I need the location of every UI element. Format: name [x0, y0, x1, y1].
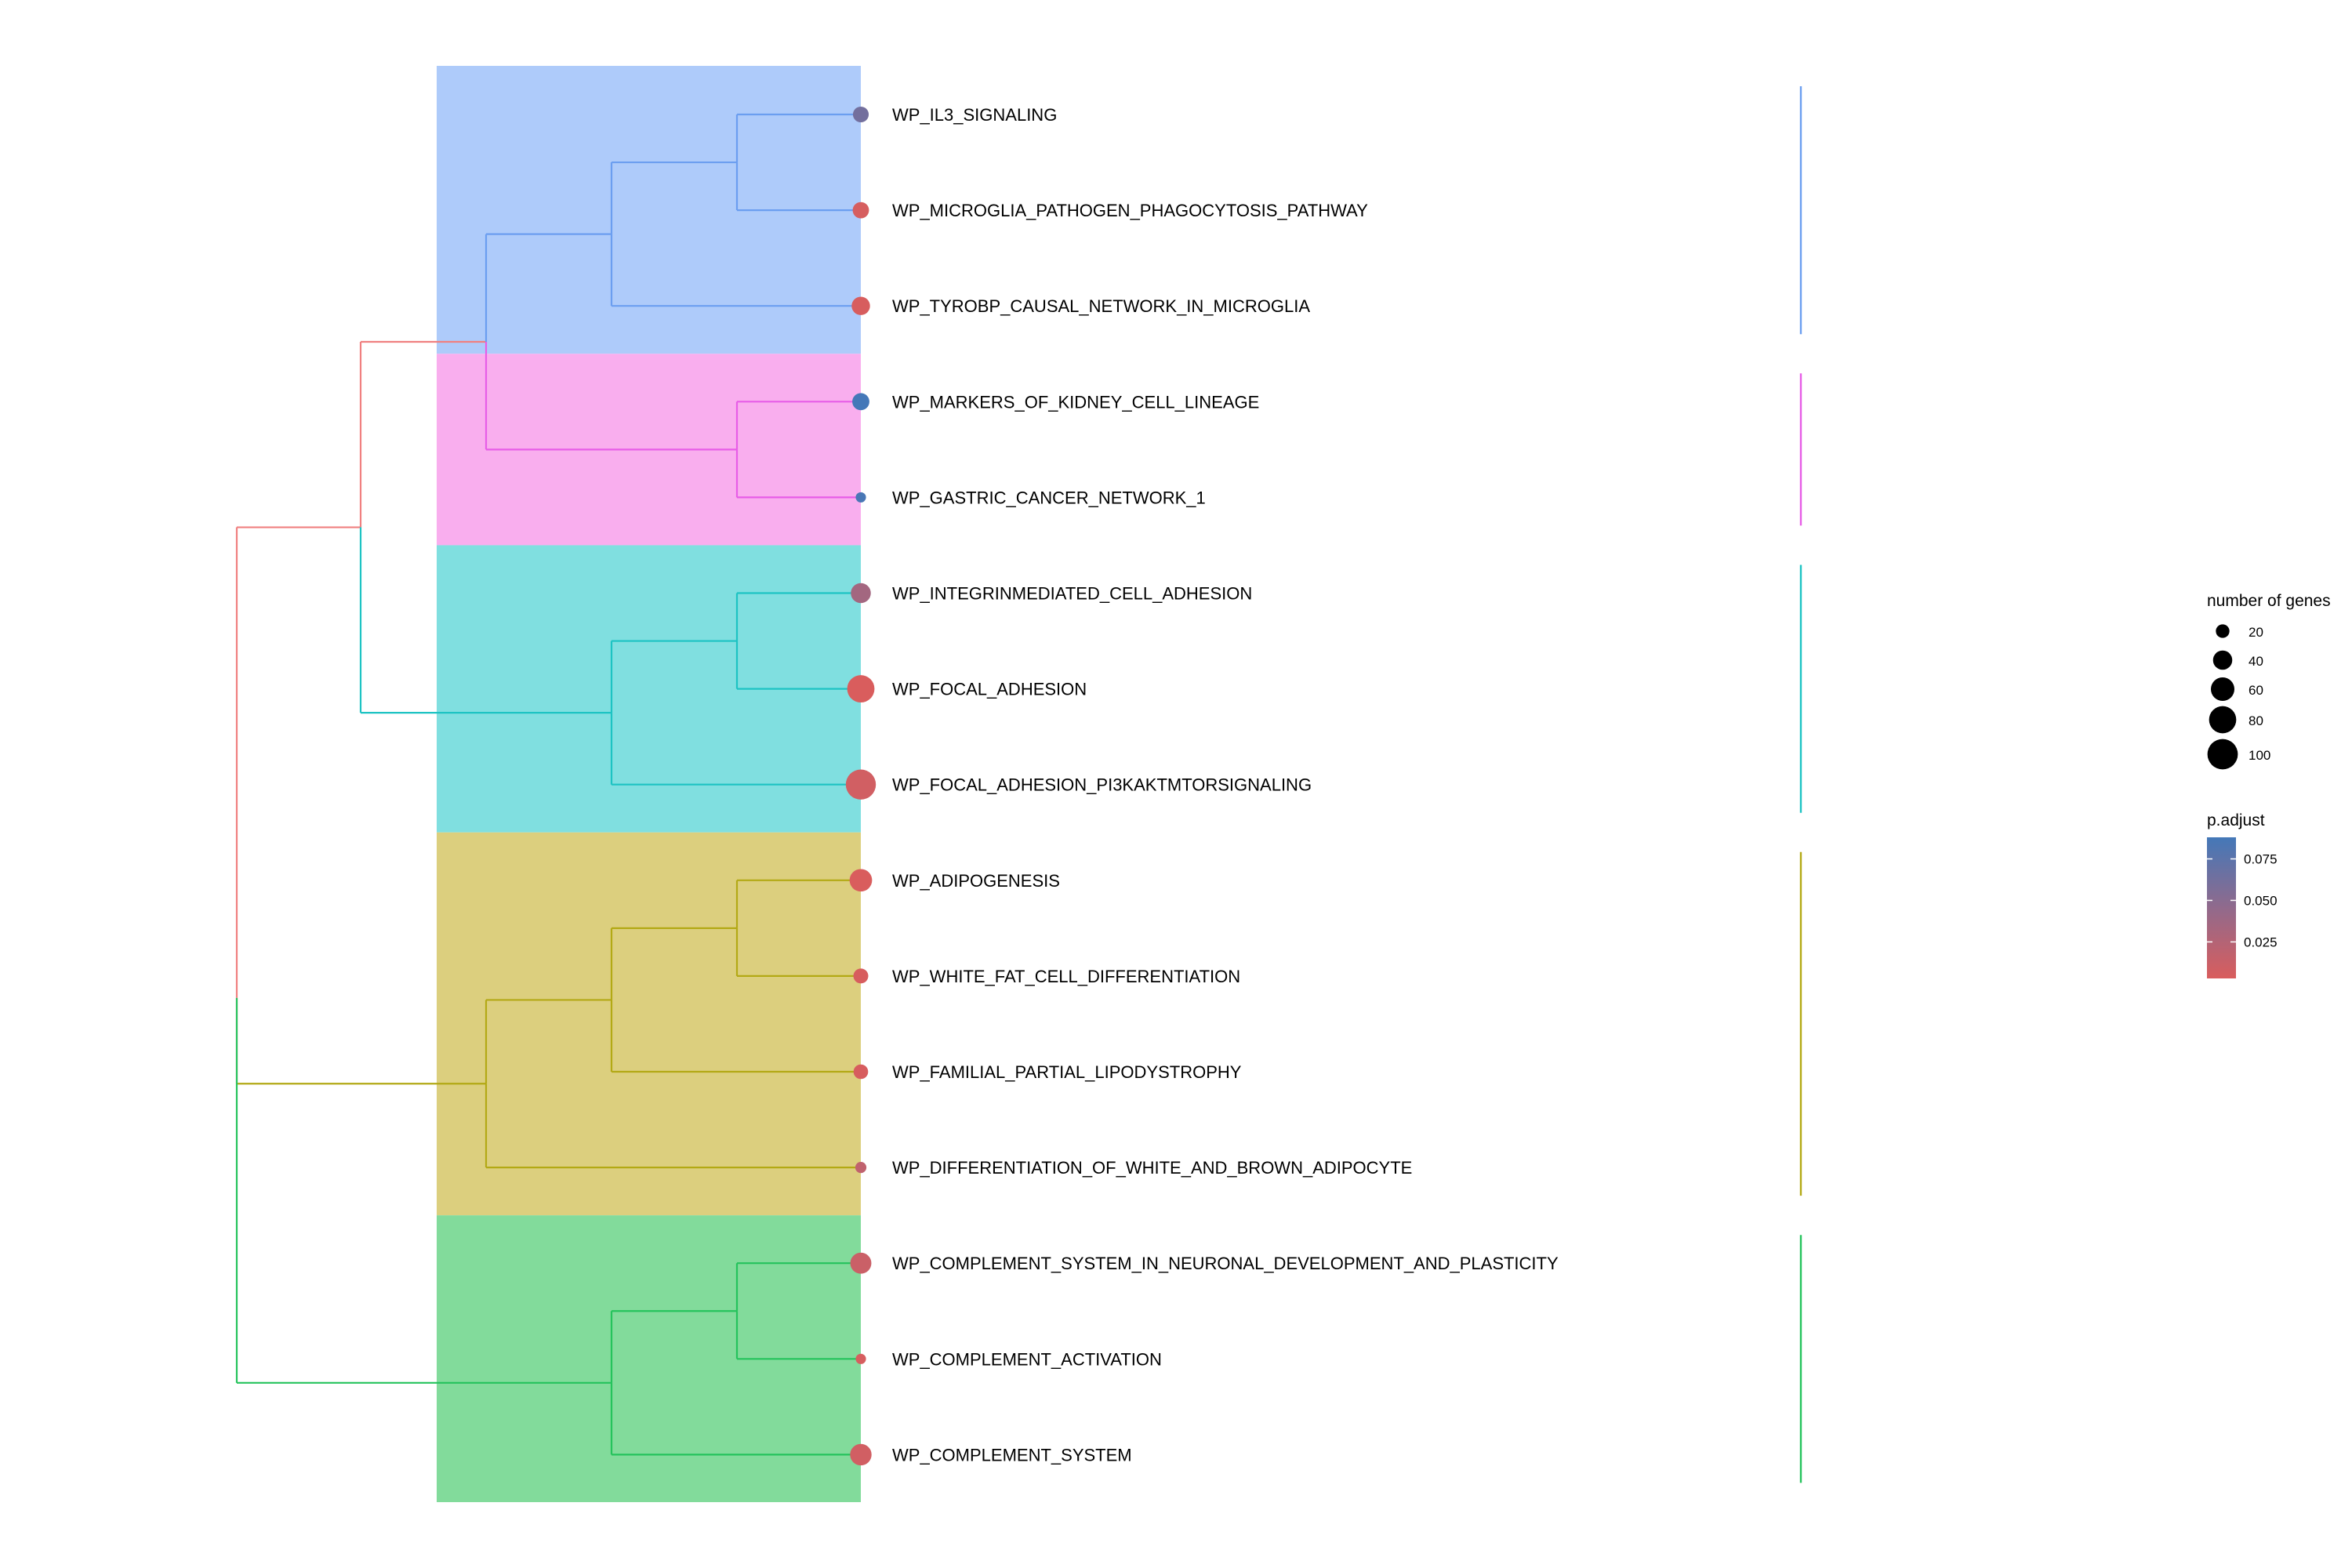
size-legend-label: 60	[2249, 683, 2263, 698]
term-label: WP_IL3_SIGNALING	[892, 105, 1057, 125]
term-label: WP_FOCAL_ADHESION_PI3KAKTMTORSIGNALING	[892, 775, 1312, 795]
size-legend-dot	[2210, 677, 2235, 702]
size-legend-label: 100	[2249, 748, 2270, 763]
term-points	[845, 106, 877, 1466]
color-legend-bar	[2207, 837, 2236, 978]
term-point	[853, 968, 869, 984]
term-point	[852, 393, 869, 411]
term-label: WP_COMPLEMENT_SYSTEM	[892, 1445, 1132, 1465]
term-label: WP_MARKERS_OF_KIDNEY_CELL_LINEAGE	[892, 392, 1259, 412]
term-label: WP_COMPLEMENT_SYSTEM_IN_NEURONAL_DEVELOP…	[892, 1254, 1559, 1273]
color-legend-label: 0.025	[2244, 935, 2278, 949]
term-label: WP_FAMILIAL_PARTIAL_LIPODYSTROPHY	[892, 1062, 1242, 1082]
term-point	[845, 769, 877, 800]
term-label: WP_TYROBP_CAUSAL_NETWORK_IN_MICROGLIA	[892, 296, 1310, 316]
term-point	[852, 106, 869, 123]
term-label: WP_FOCAL_ADHESION	[892, 680, 1087, 699]
size-legend-dot	[2216, 624, 2230, 638]
size-legend-dot	[2207, 739, 2238, 770]
term-point	[852, 201, 869, 219]
term-labels: WP_IL3_SIGNALING WP_MICROGLIA_PATHOGEN_PH…	[892, 105, 1559, 1465]
term-label: WP_COMPLEMENT_ACTIVATION	[892, 1349, 1162, 1369]
color-legend-label: 0.075	[2244, 852, 2278, 867]
term-point	[850, 1443, 872, 1466]
color-legend-label: 0.050	[2244, 893, 2278, 908]
term-point	[851, 296, 870, 315]
size-legend-label: 40	[2249, 654, 2263, 669]
term-point	[847, 675, 875, 703]
dendrogram-edges	[235, 113, 861, 1456]
color-legend: p.adjust 0.075 0.050 0.025	[2207, 811, 2278, 978]
term-label: WP_GASTRIC_CANCER_NETWORK_1	[892, 488, 1206, 507]
size-legend: number of genes 20 40 60 80 100	[2207, 592, 2331, 770]
size-legend-dot	[2212, 650, 2233, 670]
term-label: WP_INTEGRINMEDIATED_CELL_ADHESION	[892, 584, 1252, 604]
size-legend-dot	[2209, 706, 2237, 734]
size-legend-label: 80	[2249, 713, 2263, 728]
term-label: WP_WHITE_FAT_CELL_DIFFERENTIATION	[892, 967, 1240, 986]
cluster-band	[437, 832, 861, 1216]
term-point	[850, 1252, 872, 1274]
term-point	[853, 1064, 869, 1080]
term-label: WP_ADIPOGENESIS	[892, 871, 1060, 891]
term-point	[855, 1161, 867, 1174]
term-label: WP_MICROGLIA_PATHOGEN_PHAGOCYTOSIS_PATHW…	[892, 201, 1368, 220]
term-point	[851, 583, 871, 604]
term-label: WP_DIFFERENTIATION_OF_WHITE_AND_BROWN_AD…	[892, 1158, 1412, 1178]
term-point	[855, 492, 866, 503]
term-point	[849, 869, 873, 892]
color-legend-title: p.adjust	[2207, 811, 2265, 829]
size-legend-title: number of genes	[2207, 592, 2331, 610]
term-point	[855, 1353, 866, 1364]
size-legend-label: 20	[2249, 625, 2263, 640]
